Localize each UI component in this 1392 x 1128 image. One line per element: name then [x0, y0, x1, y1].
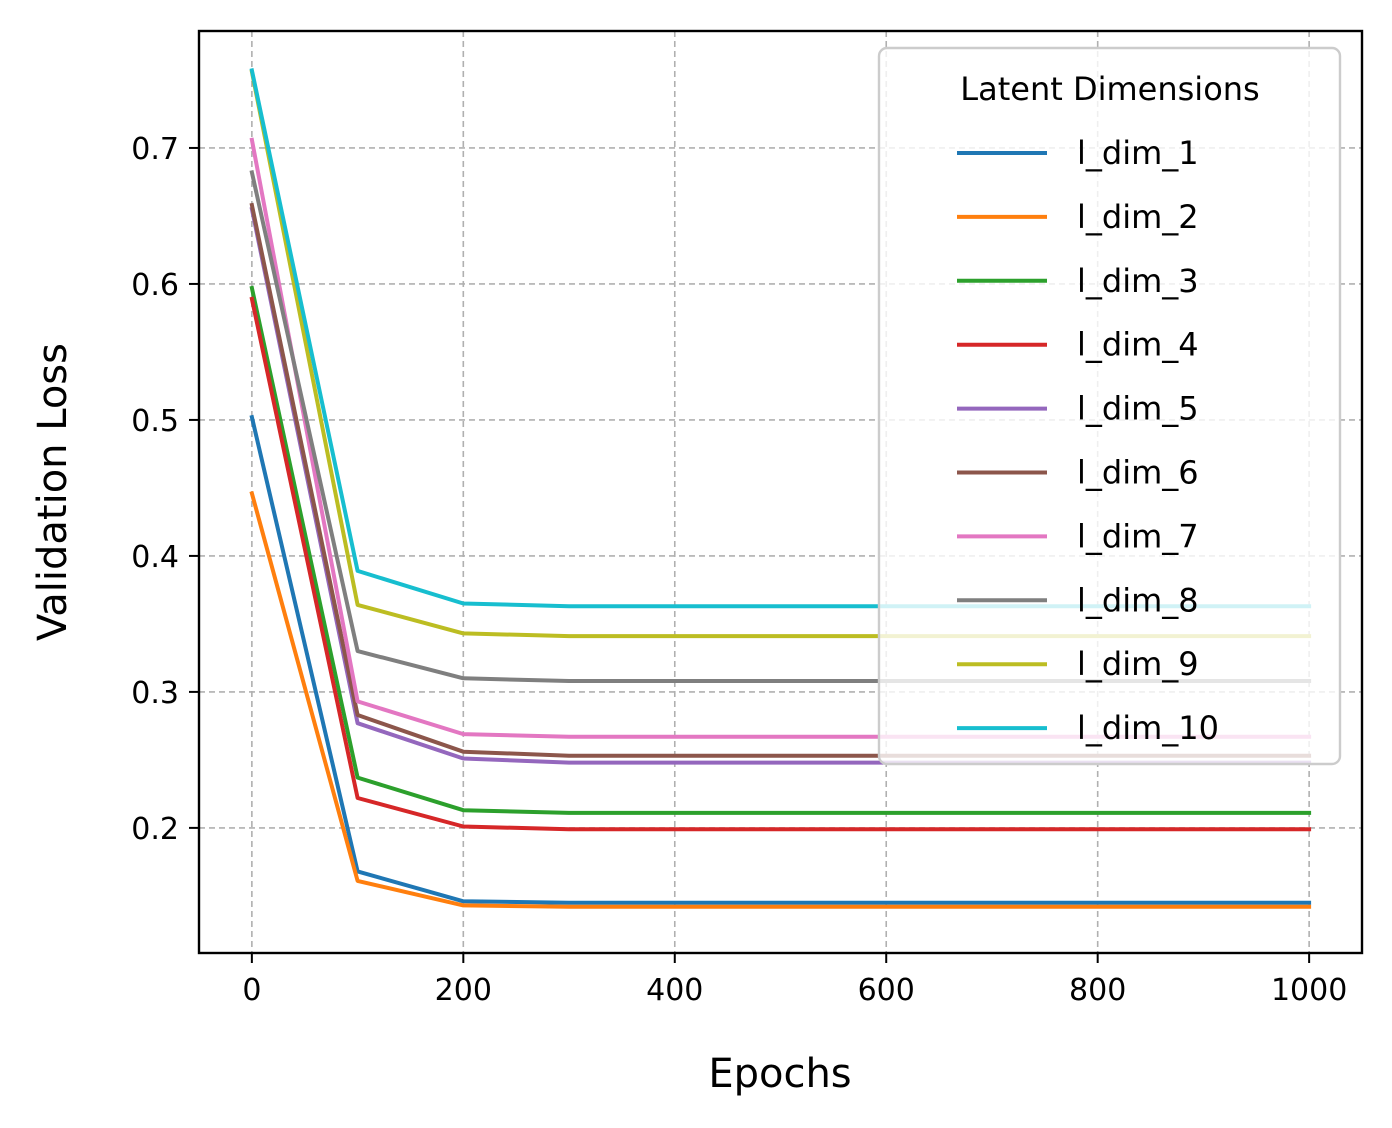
legend-label: l_dim_3 [1077, 262, 1199, 300]
legend-label: l_dim_10 [1077, 709, 1219, 747]
legend-label: l_dim_8 [1077, 581, 1199, 619]
legend-label: l_dim_1 [1077, 134, 1199, 172]
legend-label: l_dim_5 [1077, 390, 1199, 428]
legend-title: Latent Dimensions [960, 70, 1259, 108]
x-tick-label: 0 [242, 973, 261, 1008]
series-group [249, 68, 1312, 909]
y-tick-label: 0.6 [131, 268, 179, 303]
x-tick-label: 200 [435, 973, 492, 1008]
x-tick-label: 1000 [1271, 973, 1347, 1008]
x-tick-label: 800 [1069, 973, 1126, 1008]
x-axis-title: Epochs [708, 1051, 851, 1097]
plot-frame [197, 29, 1364, 955]
legend-label: l_dim_9 [1077, 645, 1199, 683]
legend-label: l_dim_4 [1077, 326, 1199, 364]
y-tick-label: 0.3 [131, 676, 179, 711]
legend-label: l_dim_2 [1077, 198, 1199, 236]
axis-ticks: 0 200 400 600 800 1000 0.2 0.3 0.4 0.5 0.6 0.7 [131, 132, 1347, 1008]
y-tick-label: 0.4 [131, 540, 179, 575]
y-tick-label: 0.5 [131, 404, 179, 439]
legend: Latent Dimensions l_dim_1l_dim_2l_dim_3l… [877, 46, 1342, 766]
y-axis-title: Validation Loss [30, 343, 76, 641]
legend-label: l_dim_6 [1077, 454, 1199, 492]
legend-items: l_dim_1 l_dim_2 l_dim_3 l_dim_4 l_dim_5 l_dim… [957, 134, 1219, 747]
series-line-l-dim-2 [249, 490, 1312, 909]
series-line-l-dim-3 [249, 285, 1312, 815]
series-line-l-dim-4 [249, 296, 1312, 832]
legend-box [877, 46, 1342, 766]
y-tick-label: 0.2 [131, 812, 179, 847]
series-line-l-dim-1 [249, 414, 1312, 905]
y-tick-label: 0.7 [131, 132, 179, 167]
x-tick-label: 400 [646, 973, 703, 1008]
legend-label: l_dim_7 [1077, 517, 1199, 555]
x-tick-label: 600 [858, 973, 915, 1008]
